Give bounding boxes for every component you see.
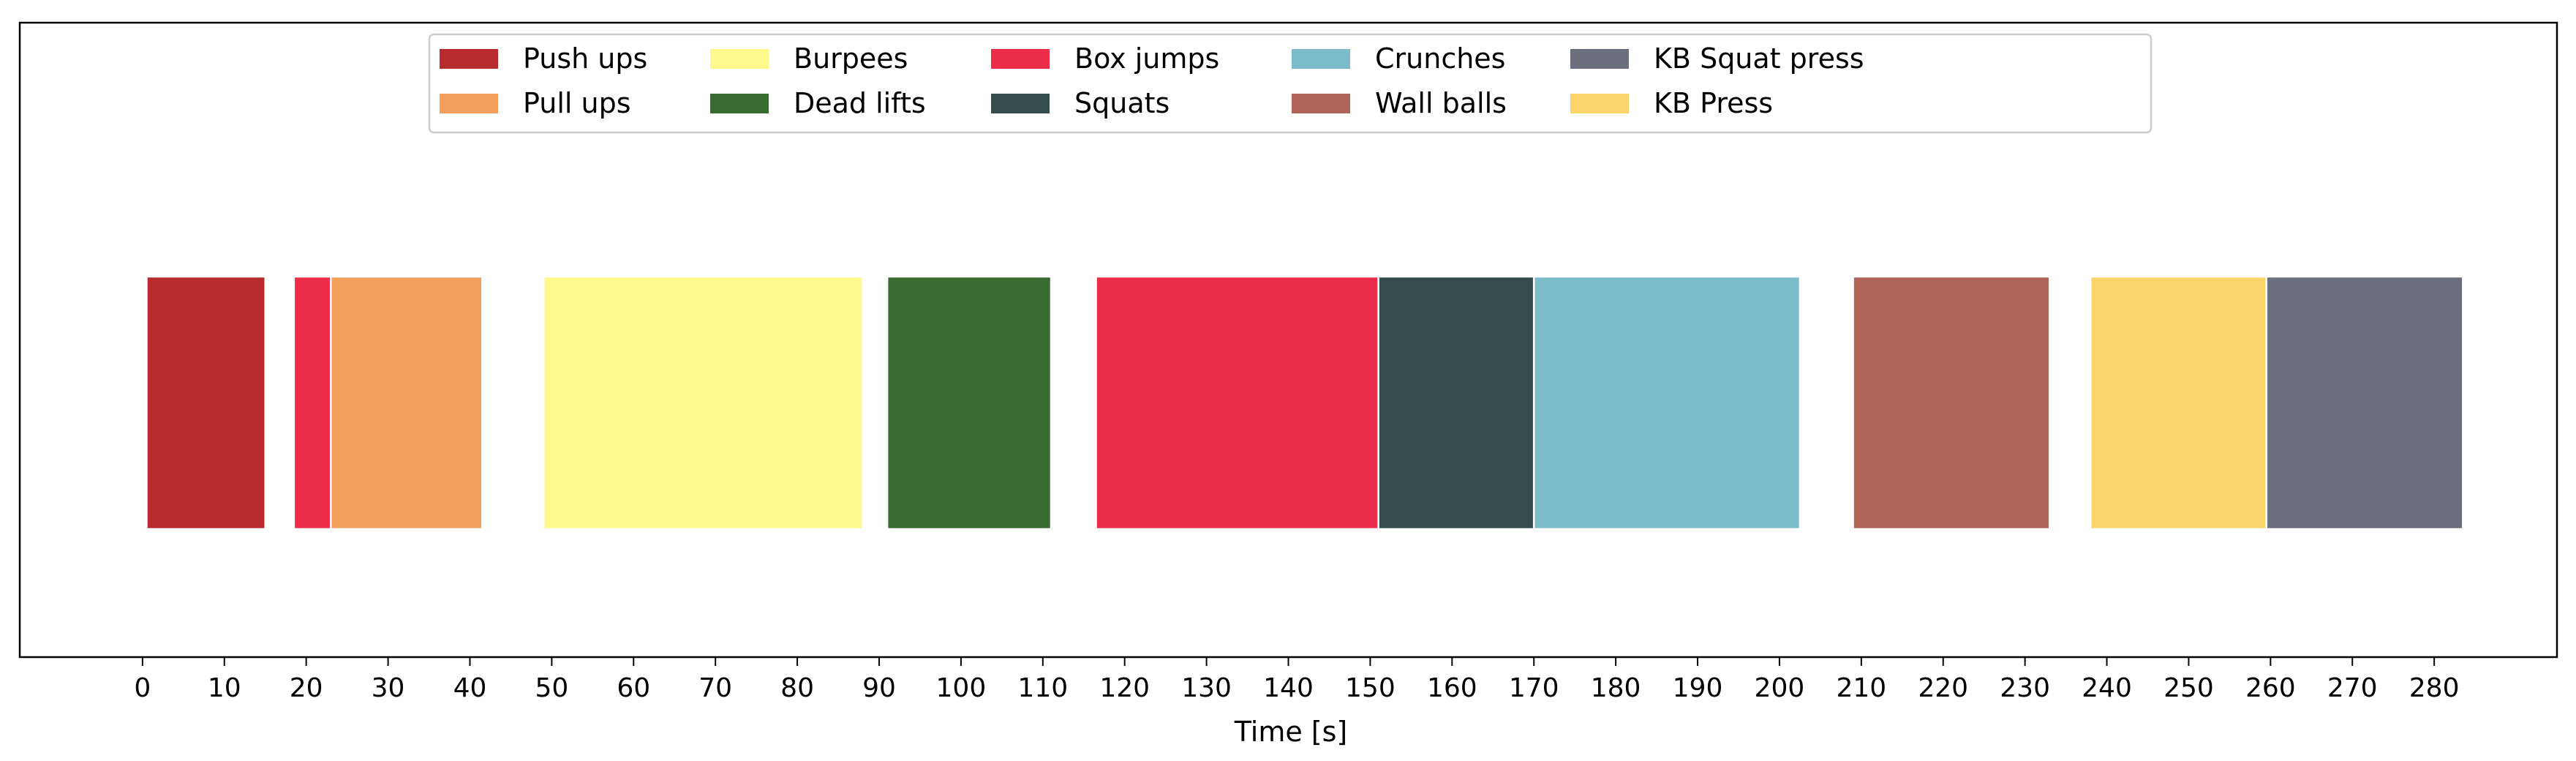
- bar-burpees-3: [542, 275, 864, 531]
- legend-swatch-pull-ups: [440, 94, 498, 113]
- legend-label-kb-press: KB Press: [1654, 87, 1773, 119]
- x-tick-label-230: 230: [2000, 673, 2050, 703]
- bar-push-ups-0: [146, 275, 266, 531]
- bar-wall-balls-8: [1852, 275, 2051, 531]
- legend-label-dead-lifts: Dead lifts: [794, 87, 926, 119]
- x-tick-label-130: 130: [1181, 673, 1232, 703]
- legend-label-burpees: Burpees: [794, 42, 908, 75]
- x-tick-label-280: 280: [2409, 673, 2460, 703]
- legend-swatch-kb-press: [1570, 94, 1629, 113]
- legend-swatch-box-jumps: [991, 49, 1050, 69]
- bar-crunches-7: [1532, 275, 1801, 531]
- x-axis-label: Time [s]: [1234, 716, 1348, 748]
- bar-squats-6: [1377, 275, 1535, 531]
- legend-label-box-jumps: Box jumps: [1074, 42, 1219, 75]
- legend-label-wall-balls: Wall balls: [1375, 87, 1507, 119]
- x-tick-label-260: 260: [2245, 673, 2296, 703]
- x-axis: 0 10 20 30 40 50 60 70 80 90 100 110 120 130 140 150 160…: [134, 657, 2460, 703]
- legend-label-crunches: Crunches: [1375, 42, 1505, 75]
- x-tick-label-50: 50: [535, 673, 568, 703]
- x-tick-label-110: 110: [1017, 673, 1068, 703]
- legend-swatch-burpees: [710, 49, 769, 69]
- legend-label-kb-squat-press: KB Squat press: [1654, 42, 1864, 75]
- x-tick-label-180: 180: [1591, 673, 1641, 703]
- x-tick-label-80: 80: [780, 673, 814, 703]
- x-tick-label-10: 10: [208, 673, 241, 703]
- x-tick-label-0: 0: [134, 673, 151, 703]
- bar-kb-press-9: [2089, 275, 2267, 531]
- x-tick-label-100: 100: [936, 673, 987, 703]
- x-tick-label-30: 30: [372, 673, 405, 703]
- legend-label-squats: Squats: [1074, 87, 1170, 119]
- x-tick-label-150: 150: [1345, 673, 1396, 703]
- x-tick-label-210: 210: [1836, 673, 1886, 703]
- bar-dead-lifts-4: [886, 275, 1052, 531]
- legend-box: [428, 33, 2153, 134]
- x-tick-label-120: 120: [1099, 673, 1150, 703]
- bar-box-jumps-1: [293, 275, 332, 531]
- x-tick-label-60: 60: [617, 673, 650, 703]
- x-tick-label-70: 70: [698, 673, 732, 703]
- legend-swatch-wall-balls: [1292, 94, 1350, 113]
- x-tick-label-140: 140: [1263, 673, 1314, 703]
- legend-swatch-dead-lifts: [710, 94, 769, 113]
- legend-swatch-squats: [991, 94, 1050, 113]
- x-tick-label-20: 20: [290, 673, 323, 703]
- legend-swatch-crunches: [1292, 49, 1350, 69]
- x-tick-label-240: 240: [2082, 673, 2132, 703]
- bar-box-jumps-5: [1095, 275, 1379, 531]
- x-tick-label-160: 160: [1427, 673, 1477, 703]
- x-tick-label-170: 170: [1509, 673, 1559, 703]
- legend-swatch-push-ups: [440, 49, 498, 69]
- bar-segments: [146, 275, 2464, 531]
- bar-kb-squat-press-10: [2265, 275, 2464, 531]
- x-tick-label-40: 40: [453, 673, 487, 703]
- legend: Push ups Pull ups Burpees Dead lifts Box jum…: [428, 33, 2153, 134]
- x-tick-label-220: 220: [1918, 673, 1968, 703]
- legend-swatch-kb-squat-press: [1570, 49, 1629, 69]
- x-tick-label-90: 90: [862, 673, 896, 703]
- legend-label-pull-ups: Pull ups: [523, 87, 631, 119]
- x-tick-label-190: 190: [1673, 673, 1723, 703]
- x-tick-label-200: 200: [1755, 673, 1805, 703]
- x-tick-label-250: 250: [2163, 673, 2214, 703]
- legend-label-push-ups: Push ups: [523, 42, 647, 75]
- x-tick-label-270: 270: [2327, 673, 2378, 703]
- bar-pull-ups-2: [329, 275, 483, 531]
